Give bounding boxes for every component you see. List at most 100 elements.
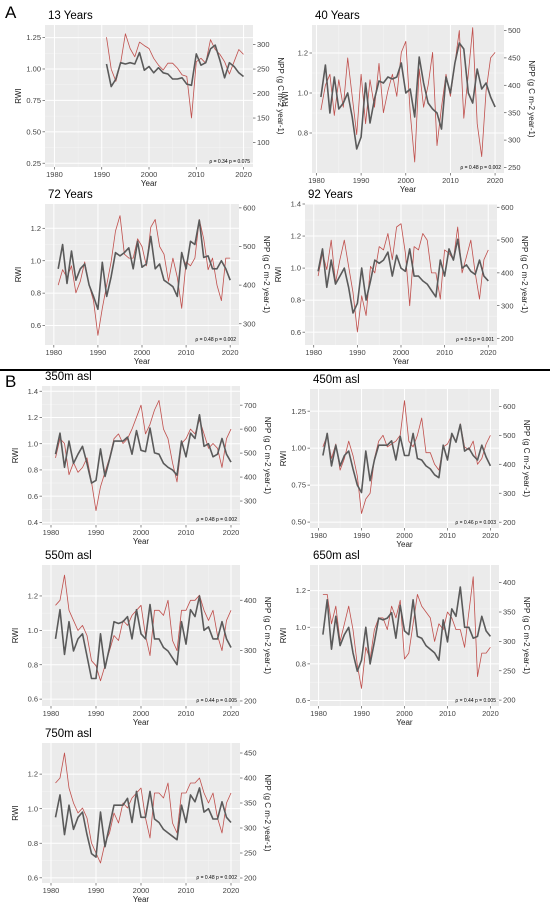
chart-4-xtick-label: 2020 <box>480 348 497 357</box>
chart-8-stat-annotation: ρ = 0.44 p = 0.005 <box>455 698 496 704</box>
chart-6-y2tick-label: 600 <box>503 402 516 411</box>
chart-4-ytick-label: 0.6 <box>291 328 301 337</box>
chart-4-ylabel: RWI <box>274 267 283 282</box>
chart-2-stat-annotation: ρ = 0.48 p = 0.002 <box>460 165 501 171</box>
chart-5-ytick-label: 0.8 <box>28 466 38 475</box>
chart-6-y2tick-label: 200 <box>503 518 516 527</box>
chart-6-y2label: NPP (g C m-2 year-1) <box>522 420 531 498</box>
chart-4-rwi-line <box>317 238 489 314</box>
chart-2-xtick-label: 1980 <box>308 176 325 185</box>
chart-1-y2tick-label: 100 <box>257 138 270 147</box>
chart-8-xtick-label: 2010 <box>439 709 456 718</box>
chart-5-y2tick-label: 300 <box>244 497 257 506</box>
chart-8-xtick-label: 1990 <box>353 709 370 718</box>
chart-5-y2tick-label: 700 <box>244 401 257 410</box>
chart-3-ytick-label: 0.6 <box>31 321 41 330</box>
chart-3-y2tick-label: 400 <box>243 281 256 290</box>
chart-5-ytick-label: 1.4 <box>28 387 38 396</box>
chart-8-ytick-label: 0.6 <box>296 696 306 705</box>
chart-9-xtick-label: 1980 <box>43 886 60 895</box>
chart-6-ylabel: RWI <box>279 451 288 466</box>
chart-8-ytick-label: 0.8 <box>296 659 306 668</box>
chart-6-y2tick-label: 300 <box>503 489 516 498</box>
chart-1-npp-line <box>106 33 244 119</box>
chart-2-y2tick-label: 500 <box>508 26 521 35</box>
chart-4-xtick-label: 2000 <box>393 348 410 357</box>
chart-9-xtick-label: 2010 <box>178 886 195 895</box>
chart-4-y2tick-label: 200 <box>501 334 514 343</box>
chart-6-ytick-label: 1.25 <box>291 407 306 416</box>
chart-8-xtick-label: 2020 <box>482 709 499 718</box>
chart-9-y2tick-label: 250 <box>244 849 257 858</box>
chart-7-title: 550m asl <box>45 550 92 562</box>
chart-3-xtick-label: 1990 <box>90 348 107 357</box>
chart-5-ylabel: RWI <box>11 448 20 463</box>
chart-8-y2tick-label: 250 <box>503 666 516 675</box>
chart-7-npp-line <box>55 574 232 682</box>
chart-1-xlabel: Year <box>141 179 158 188</box>
chart-3-xtick-label: 2000 <box>134 348 151 357</box>
chart-8-xtick-label: 2000 <box>396 709 413 718</box>
chart-4-xtick-label: 1980 <box>305 348 322 357</box>
chart-7-xtick-label: 2000 <box>133 709 150 718</box>
chart-8-rwi-line <box>322 586 492 673</box>
chart-7-xtick-label: 1980 <box>43 709 60 718</box>
chart-5-title: 350m asl <box>45 371 92 383</box>
chart-3-y2tick-label: 500 <box>243 242 256 251</box>
chart-3-stat-annotation: ρ = 0.48 p = 0.002 <box>195 337 236 343</box>
chart-1-ytick-label: 0.75 <box>26 96 41 105</box>
chart-7-rwi-line <box>54 595 232 680</box>
chart-1-y2tick-label: 200 <box>257 89 270 98</box>
chart-9-y2tick-label: 350 <box>244 799 257 808</box>
chart-8-y2tick-label: 350 <box>503 608 516 617</box>
chart-3-y2tick-label: 300 <box>243 319 256 328</box>
chart-7-stat-annotation: ρ = 0.44 p = 0.005 <box>196 698 237 704</box>
chart-9-y2label: NPP (g C m-2 year-1) <box>263 774 272 852</box>
chart-9-xtick-label: 2020 <box>223 886 240 895</box>
chart-3-ylabel: RWI <box>14 267 23 282</box>
chart-9-xtick-label: 2000 <box>133 886 150 895</box>
chart-5-xtick-label: 2010 <box>178 528 195 537</box>
chart-7-xlabel: Year <box>133 718 150 727</box>
chart-2-xtick-label: 1990 <box>353 176 370 185</box>
chart-6-ytick-label: 0.75 <box>291 481 306 490</box>
chart-1-y2label: NPP (g C m-2 year-1) <box>276 57 285 135</box>
chart-1-xtick-label: 2020 <box>235 170 252 179</box>
chart-8-y2tick-label: 300 <box>503 637 516 646</box>
chart-2-plot-background <box>312 25 504 173</box>
chart-6-ytick-label: 0.50 <box>291 518 306 527</box>
chart-4-ytick-label: 1.2 <box>291 232 301 241</box>
chart-1-xtick-label: 2010 <box>188 170 205 179</box>
chart-9-stat-annotation: ρ = 0.48 p = 0.002 <box>196 875 237 881</box>
chart-6-rwi-line <box>322 423 492 494</box>
chart-6-xtick-label: 2020 <box>482 531 499 540</box>
chart-8-y2label: NPP (g C m-2 year-1) <box>522 597 531 675</box>
chart-1-title: 13 Years <box>48 10 93 22</box>
chart-5-ytick-label: 0.4 <box>28 518 38 527</box>
chart-5-y2tick-label: 400 <box>244 473 257 482</box>
chart-9-y2tick-label: 200 <box>244 874 257 883</box>
chart-4-ytick-label: 1.0 <box>291 264 301 273</box>
chart-2-y2tick-label: 250 <box>508 163 521 172</box>
chart-3-ytick-label: 1.2 <box>31 224 41 233</box>
chart-2-y2tick-label: 350 <box>508 108 521 117</box>
chart-2-ytick-label: 1.2 <box>298 49 308 58</box>
chart-2-xlabel: Year <box>400 185 417 194</box>
chart-5-xtick-label: 2000 <box>133 528 150 537</box>
chart-8-title: 650m asl <box>313 550 360 562</box>
chart-2-y2tick-label: 300 <box>508 136 521 145</box>
chart-5-xtick-label: 2020 <box>223 528 240 537</box>
chart-5-xlabel: Year <box>133 537 150 546</box>
panel-label-b: B <box>5 372 17 391</box>
chart-3-ytick-label: 1.0 <box>31 256 41 265</box>
chart-3-xtick-label: 1980 <box>45 348 62 357</box>
chart-6-title: 450m asl <box>313 374 360 386</box>
chart-5-y2tick-label: 600 <box>244 425 257 434</box>
chart-5-y2tick-label: 500 <box>244 449 257 458</box>
chart-9-title: 750m asl <box>45 728 92 740</box>
chart-4-title: 92 Years <box>308 189 353 201</box>
chart-8-ytick-label: 1.2 <box>296 586 306 595</box>
chart-1-y2tick-label: 250 <box>257 65 270 74</box>
chart-9-npp-line <box>55 752 232 864</box>
